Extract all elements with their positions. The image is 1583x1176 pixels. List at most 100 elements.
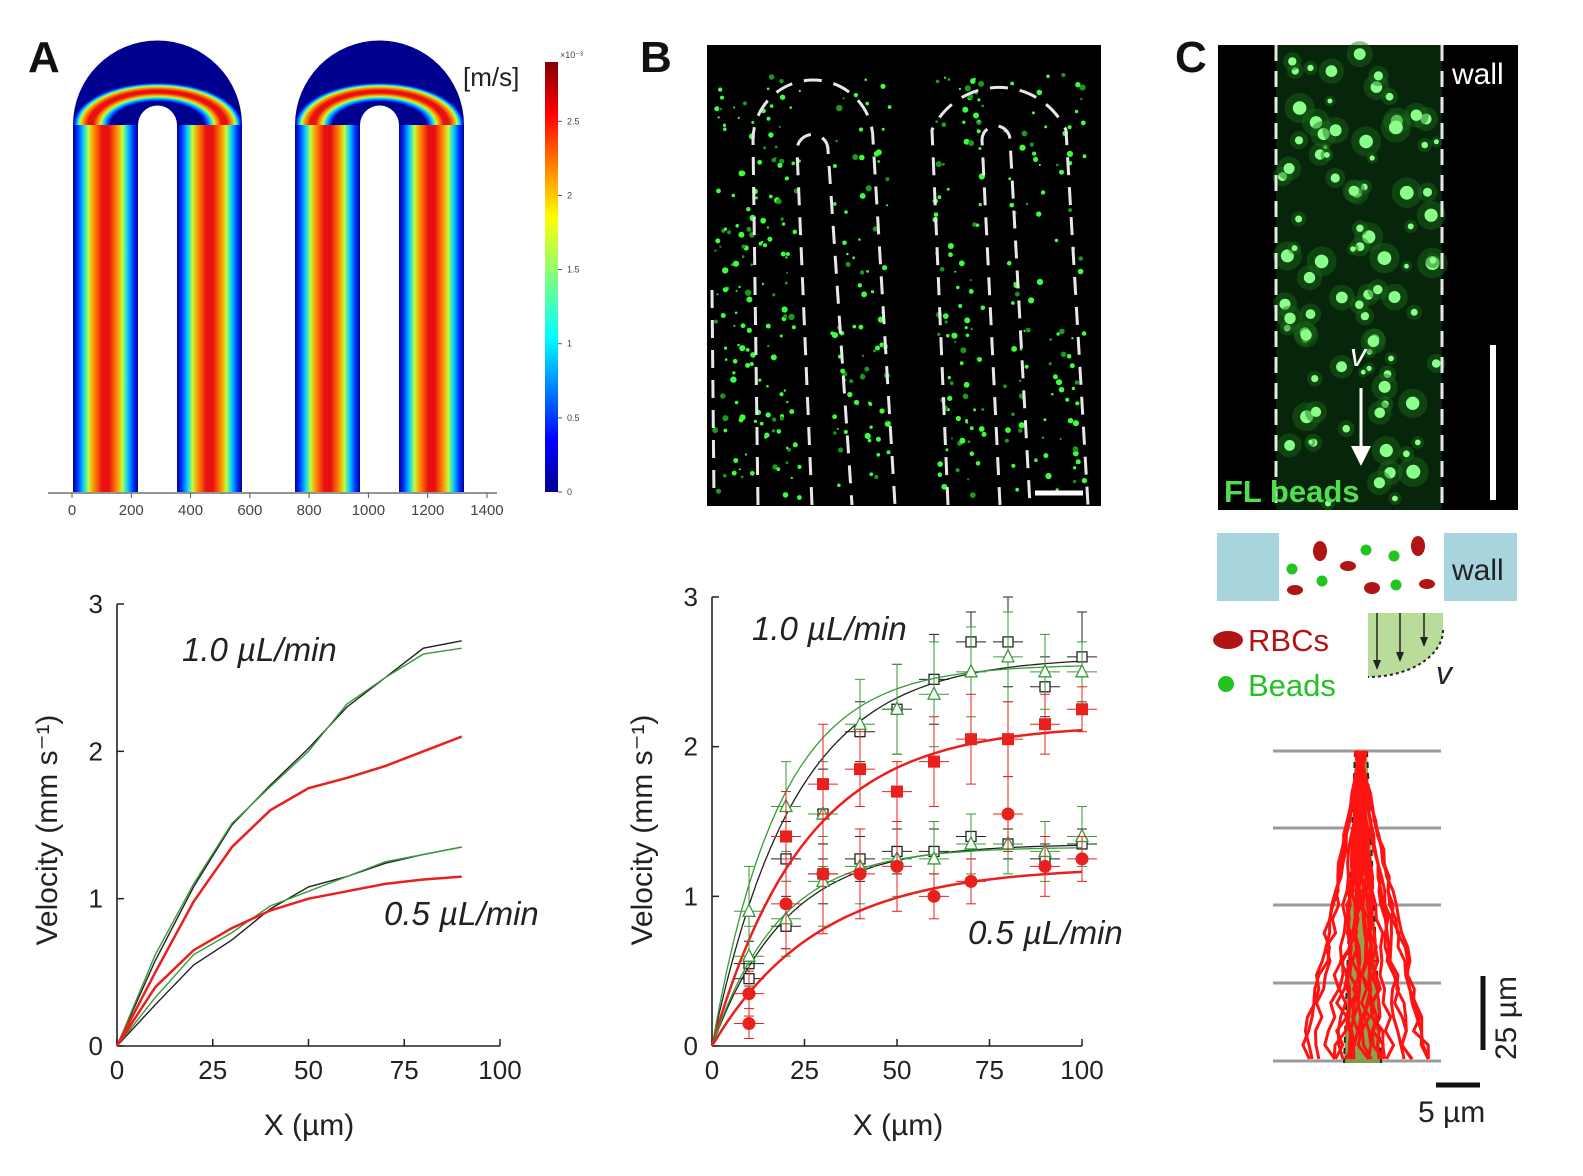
- fluorescent-bead: [1029, 142, 1034, 147]
- velocity-profile-icon: v: [1367, 613, 1454, 691]
- fluorescent-bead: [1059, 328, 1065, 335]
- chart-a-y-label: Velocity (mm s⁻¹): [31, 715, 64, 946]
- fluorescent-bead: [877, 160, 880, 163]
- fluorescent-bead: [1314, 254, 1329, 269]
- fluorescent-bead: [972, 222, 977, 227]
- fluorescent-bead: [746, 207, 751, 212]
- fluorescent-bead: [1283, 324, 1291, 332]
- data-point: [742, 1017, 756, 1031]
- y-tick-label: 1: [89, 884, 103, 914]
- x-tick-label: 25: [198, 1055, 227, 1085]
- fluorescent-bead: [869, 472, 874, 477]
- fluorescent-bead: [722, 287, 729, 293]
- fluorescent-bead: [751, 120, 755, 124]
- fluorescent-bead: [1284, 312, 1296, 324]
- fluorescent-bead: [981, 408, 985, 411]
- data-point: [1002, 733, 1014, 746]
- fluorescent-bead: [858, 238, 861, 241]
- sim-tick-label: 400: [178, 502, 203, 519]
- fluorescent-bead: [973, 112, 979, 119]
- fluorescent-bead: [798, 89, 801, 93]
- fluorescent-bead: [1028, 297, 1035, 304]
- data-point: [1038, 859, 1052, 873]
- fluorescent-bead: [718, 87, 723, 92]
- chart-a-annotation-low: 0.5 µL/min: [384, 895, 539, 932]
- rbc-trajectory: [1323, 750, 1360, 1060]
- fluorescent-bead: [1011, 346, 1017, 352]
- fluorescent-bead: [1075, 82, 1081, 88]
- fluorescent-bead: [1308, 439, 1313, 445]
- bead-legend-label: Beads: [1248, 668, 1336, 703]
- fluorescent-bead: [1367, 335, 1380, 348]
- wall-block-right: [1444, 533, 1517, 601]
- fluorescent-bead: [772, 293, 776, 297]
- fluorescent-bead: [872, 226, 879, 232]
- series-line-2: [115, 735, 463, 1047]
- fluorescent-bead: [790, 476, 793, 480]
- fluorescent-bead: [733, 458, 739, 463]
- fluorescent-beads-b: [712, 72, 1088, 500]
- fluorescent-bead: [720, 393, 726, 399]
- fluorescent-bead: [741, 244, 746, 249]
- fluorescent-bead: [864, 78, 867, 81]
- fluorescent-bead: [1373, 477, 1385, 489]
- data-point: [816, 867, 830, 881]
- fluorescent-bead: [724, 358, 728, 361]
- fluorescent-bead: [1071, 337, 1074, 340]
- fluorescent-bead: [769, 104, 774, 108]
- fluorescent-bead: [1043, 453, 1049, 459]
- fluorescent-bead: [1325, 65, 1338, 77]
- series-line-0: [116, 640, 462, 1047]
- fluorescent-bead: [1317, 128, 1330, 140]
- fluorescent-bead: [859, 270, 865, 275]
- fluorescent-bead: [954, 340, 957, 344]
- fluorescent-bead: [958, 87, 962, 91]
- sim-tick-label: 1000: [352, 502, 385, 519]
- trajectory-plot: 25 µm 5 µm: [1273, 749, 1523, 1129]
- fluorescent-bead: [844, 210, 848, 214]
- fluorescent-bead: [779, 79, 784, 84]
- fluorescent-bead: [1072, 446, 1079, 452]
- data-point: [928, 755, 940, 768]
- fluorescent-bead: [1005, 427, 1011, 433]
- fluorescent-bead: [1421, 141, 1428, 149]
- fluorescent-bead: [1010, 81, 1015, 86]
- fluorescent-bead: [774, 145, 778, 149]
- fluorescent-bead: [1055, 379, 1063, 386]
- rbc-trajectories: [1301, 750, 1431, 1060]
- fluorescent-bead: [1327, 98, 1333, 104]
- fluorescent-bead: [777, 162, 783, 168]
- fluorescent-bead: [734, 400, 739, 405]
- fluorescent-bead: [716, 293, 719, 296]
- fluorescent-bead: [783, 314, 788, 319]
- fluorescent-bead: [833, 202, 837, 206]
- legend-rbcs: RBCs: [1213, 623, 1329, 658]
- sim-tick-label: 1400: [470, 502, 503, 519]
- fluorescent-bead: [1068, 208, 1073, 213]
- fluorescent-bead: [740, 323, 746, 329]
- fluorescent-bead: [1360, 369, 1366, 375]
- fluorescent-bead: [746, 226, 752, 232]
- rbc-legend-label: RBCs: [1248, 623, 1329, 658]
- fluorescent-bead: [1284, 440, 1295, 451]
- fluorescent-bead: [861, 354, 865, 357]
- fluorescent-bead: [945, 448, 949, 452]
- fluorescent-bead: [1392, 495, 1398, 502]
- fluorescent-bead: [1362, 230, 1376, 244]
- fluorescent-bead: [742, 101, 747, 106]
- fluorescent-bead: [977, 98, 981, 102]
- chart-b-x-label: X (µm): [853, 1109, 944, 1142]
- fluorescent-bead: [958, 260, 965, 267]
- fluorescent-bead: [787, 448, 791, 452]
- fluorescent-bead: [735, 289, 738, 292]
- fluorescent-bead: [1406, 464, 1421, 479]
- panel-c-letter: C: [1175, 33, 1207, 82]
- fluorescent-bead: [765, 323, 771, 329]
- fluorescent-bead: [1011, 412, 1015, 417]
- fluorescent-bead: [1377, 251, 1392, 265]
- fluorescent-bead: [1410, 308, 1418, 316]
- fluorescent-bead: [1067, 125, 1072, 130]
- fluorescent-bead: [937, 195, 942, 200]
- fluorescent-bead: [779, 94, 786, 100]
- fluorescent-bead: [730, 376, 737, 383]
